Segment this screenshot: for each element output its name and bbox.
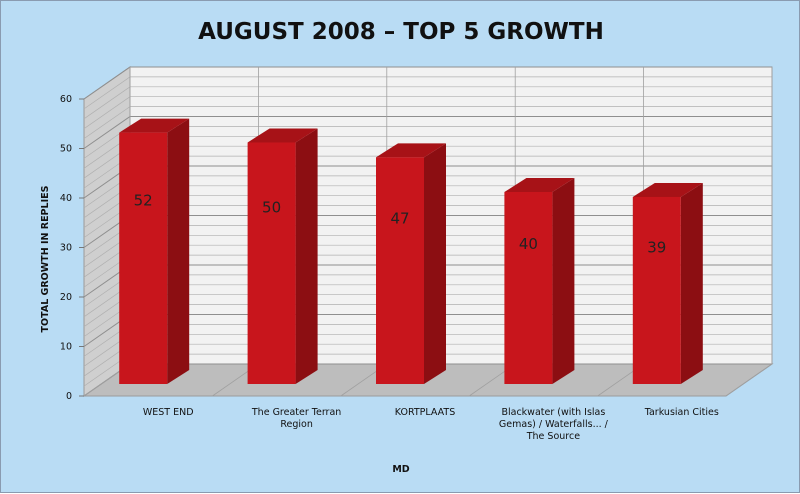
floor-divider [725, 363, 773, 397]
bar-front [247, 142, 296, 384]
y-tick-label: 0 [66, 391, 72, 402]
x-tick-label: The Greater Terran Region [251, 407, 341, 430]
bar-side [167, 118, 190, 384]
x-axis-ticks: WEST END The Greater Terran Region KORTPLAA… [143, 407, 719, 442]
y-axis-ticks: 0 10 20 30 40 50 60 [60, 94, 84, 402]
bar: 47 [376, 143, 446, 384]
x-tick-label: Tarkusian Cities [644, 407, 719, 418]
y-tick-label: 30 [60, 243, 72, 254]
bar-top [504, 178, 575, 192]
bar-side [552, 178, 575, 384]
y-tick-label: 40 [60, 193, 72, 204]
chart-title: AUGUST 2008 – TOP 5 GROWTH [198, 19, 604, 45]
bar: 40 [504, 178, 575, 384]
bar-side [680, 182, 703, 384]
y-tick-label: 20 [60, 292, 72, 303]
bar: 39 [632, 182, 703, 384]
bars: 52 50 47 40 39 [119, 118, 703, 384]
bar-side [295, 128, 318, 384]
data-label: 40 [519, 235, 538, 253]
data-label: 52 [134, 191, 153, 209]
x-tick-label: WEST END [143, 407, 194, 418]
bar: 50 [247, 128, 318, 384]
bar-side [424, 143, 446, 384]
bar-front [376, 157, 424, 384]
bar: 52 [119, 118, 190, 384]
bar-front [504, 192, 553, 384]
y-tick-label: 60 [60, 94, 72, 105]
y-axis-title: TOTAL GROWTH IN REPLIES [40, 185, 51, 332]
bar-top [632, 182, 703, 197]
x-tick-label: KORTPLAATS [395, 407, 456, 418]
data-label: 50 [262, 199, 281, 217]
data-label: 47 [390, 210, 409, 228]
x-tick-label: Blackwater (with Islas Gemas) / Waterfall… [499, 407, 609, 442]
y-tick-label: 10 [60, 342, 72, 353]
bar-top [247, 128, 318, 143]
bar-front [632, 196, 681, 384]
x-axis-title: MD [392, 464, 409, 475]
bar-front [119, 132, 168, 384]
data-label: 39 [647, 238, 666, 256]
bar-top [376, 143, 446, 158]
y-tick-label: 50 [60, 144, 72, 155]
bar-top [119, 118, 190, 133]
